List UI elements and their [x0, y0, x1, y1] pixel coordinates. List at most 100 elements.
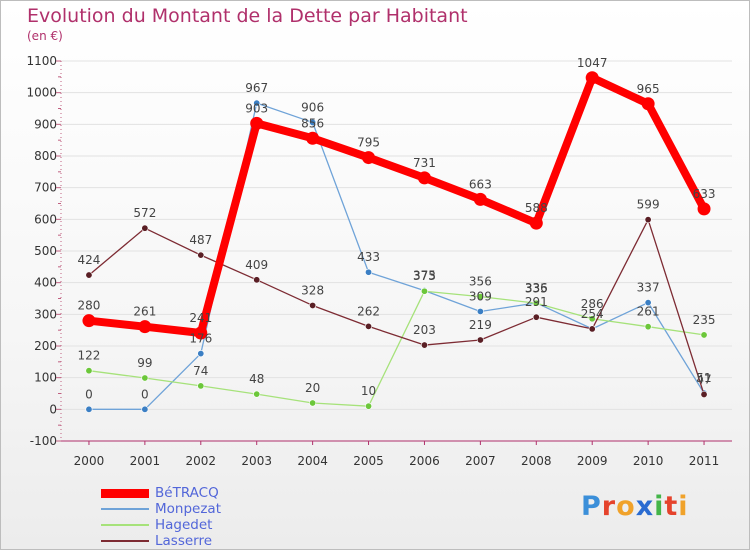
data-label: 0	[85, 387, 93, 401]
data-label: 795	[357, 136, 380, 150]
data-point	[253, 390, 261, 398]
series-line-1	[88, 102, 705, 410]
data-label: 906	[301, 100, 324, 114]
legend-swatch	[101, 540, 149, 542]
data-label: 176	[189, 332, 212, 346]
data-point	[365, 322, 373, 330]
x-tick-label: 2000	[74, 454, 105, 468]
data-point	[644, 299, 652, 307]
data-point	[588, 325, 596, 333]
logo-letter: x	[635, 491, 655, 522]
data-point	[253, 276, 261, 284]
x-tick-label: 2007	[465, 454, 496, 468]
data-point	[697, 202, 711, 216]
data-label: 856	[301, 116, 324, 130]
data-point	[700, 331, 708, 339]
data-label: 375	[413, 269, 436, 283]
legend-swatch	[101, 488, 149, 498]
logo-letter: P	[581, 491, 602, 522]
data-point	[197, 251, 205, 259]
x-tick-label: 2002	[186, 454, 217, 468]
data-point	[365, 268, 373, 276]
data-point	[82, 314, 96, 328]
data-point	[85, 367, 93, 375]
series-lines	[82, 71, 711, 413]
data-label: 286	[581, 297, 604, 311]
data-point	[585, 71, 599, 85]
data-label: 219	[469, 318, 492, 332]
y-tick-label: 1000	[26, 86, 57, 100]
logo-letter: i	[678, 491, 689, 522]
data-point	[420, 341, 428, 349]
x-tick-label: 2003	[241, 454, 272, 468]
data-point	[309, 399, 317, 407]
data-point	[420, 287, 428, 295]
y-tick-label: 100	[34, 371, 57, 385]
data-label: 122	[78, 349, 101, 363]
y-tick-label: 0	[49, 402, 57, 416]
data-label: 487	[189, 233, 212, 247]
data-label: 356	[469, 275, 492, 289]
data-label: 47	[696, 372, 711, 386]
data-point	[138, 320, 152, 334]
logo-letter: i	[654, 491, 665, 522]
data-point	[476, 336, 484, 344]
data-label: 241	[189, 311, 212, 325]
legend-label: BéTRACQ	[155, 485, 219, 501]
data-label: 99	[137, 356, 152, 370]
logo-letter: o	[616, 491, 636, 522]
data-point	[362, 151, 376, 165]
x-tick-label: 2006	[409, 454, 440, 468]
data-label: 10	[361, 384, 376, 398]
data-label: 291	[525, 295, 548, 309]
data-label: 633	[693, 187, 716, 201]
data-label: 262	[357, 304, 380, 318]
legend-swatch	[101, 524, 149, 526]
data-point	[85, 271, 93, 279]
axes: -100010020030040050060070080090010001100…	[26, 54, 732, 468]
data-label: 965	[637, 82, 660, 96]
data-point	[197, 382, 205, 390]
data-label: 588	[525, 201, 548, 215]
y-tick-label: 600	[34, 212, 57, 226]
data-point	[309, 301, 317, 309]
data-point	[641, 97, 655, 111]
data-label: 20	[305, 381, 320, 395]
proxiti-logo: Proxiti	[581, 491, 689, 522]
data-label: 309	[469, 289, 492, 303]
data-label: 1047	[577, 56, 608, 70]
x-tick-label: 2010	[633, 454, 664, 468]
series-line-3	[88, 218, 705, 396]
y-tick-label: 800	[34, 149, 57, 163]
data-label: 433	[357, 250, 380, 264]
x-tick-label: 2001	[130, 454, 161, 468]
data-point	[473, 192, 487, 206]
data-label: 967	[245, 81, 268, 95]
x-tick-label: 2009	[577, 454, 608, 468]
y-tick-label: 500	[34, 244, 57, 258]
data-point	[476, 307, 484, 315]
data-point	[529, 216, 543, 230]
data-point	[197, 350, 205, 358]
x-tick-label: 2004	[297, 454, 328, 468]
data-point	[85, 405, 93, 413]
data-label: 0	[141, 387, 149, 401]
logo-letter: r	[601, 491, 617, 522]
data-label: 336	[525, 281, 548, 295]
data-label: 235	[693, 313, 716, 327]
data-label: 572	[133, 206, 156, 220]
y-tick-label: 1100	[26, 54, 57, 68]
x-tick-label: 2005	[353, 454, 384, 468]
data-point	[532, 313, 540, 321]
data-point	[532, 299, 540, 307]
data-label: 335	[525, 281, 548, 295]
data-label: 663	[469, 177, 492, 191]
data-label: 903	[245, 101, 268, 115]
data-point	[588, 315, 596, 323]
data-point	[476, 293, 484, 301]
data-point	[306, 131, 320, 145]
data-point	[700, 390, 708, 398]
